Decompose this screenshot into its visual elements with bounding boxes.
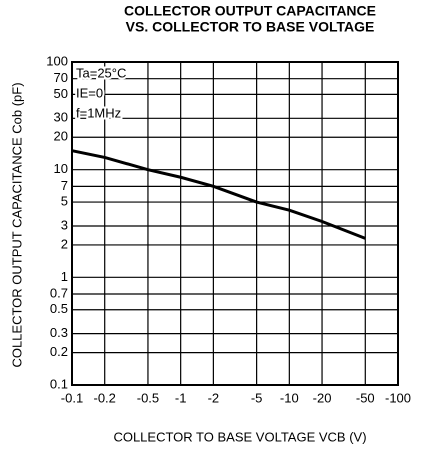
annotation: IE=0	[76, 85, 103, 100]
chart-subtitle: VS. COLLECTOR TO BASE VOLTAGE	[126, 19, 375, 35]
annotation: f=1MHz	[76, 105, 121, 120]
y-tick-label: 70	[54, 70, 68, 85]
x-tick-label: -0.2	[94, 390, 116, 405]
y-tick-label: 10	[54, 161, 68, 176]
y-tick-label: 100	[46, 53, 68, 68]
x-tick-label: -20	[313, 390, 332, 405]
x-tick-label: -10	[280, 390, 299, 405]
y-tick-label: 0.7	[50, 285, 68, 300]
y-tick-label: 7	[61, 178, 68, 193]
y-tick-label: 1	[61, 269, 68, 284]
x-axis-label: COLLECTOR TO BASE VOLTAGE VCB (V)	[113, 429, 366, 444]
x-tick-label: -0.1	[61, 390, 83, 405]
annotation: Ta=25°C	[76, 65, 126, 80]
x-tick-label: -1	[175, 390, 187, 405]
y-tick-label: 0.3	[50, 325, 68, 340]
series-line	[71, 149, 366, 240]
y-tick-label: 5	[61, 194, 68, 209]
x-tick-label: -0.5	[137, 390, 159, 405]
y-tick-label: 50	[54, 86, 68, 101]
chart-title: COLLECTOR OUTPUT CAPACITANCE	[124, 3, 376, 19]
y-tick-label: 2	[61, 236, 68, 251]
plot-frame	[71, 61, 399, 386]
x-tick-label: -50	[356, 390, 375, 405]
x-tick-label: -5	[251, 390, 263, 405]
y-tick-label: 20	[54, 129, 68, 144]
y-tick-label: 0.2	[50, 344, 68, 359]
y-axis-label: COLLECTOR OUTPUT CAPACITANCE Cob (pF)	[9, 82, 24, 367]
y-tick-label: 3	[61, 217, 68, 232]
x-tick-label: -100	[385, 390, 411, 405]
y-tick-label: 0.1	[50, 376, 68, 391]
y-tick-label: 30	[54, 110, 68, 125]
y-tick-label: 0.5	[50, 301, 68, 316]
x-tick-label: -2	[208, 390, 220, 405]
